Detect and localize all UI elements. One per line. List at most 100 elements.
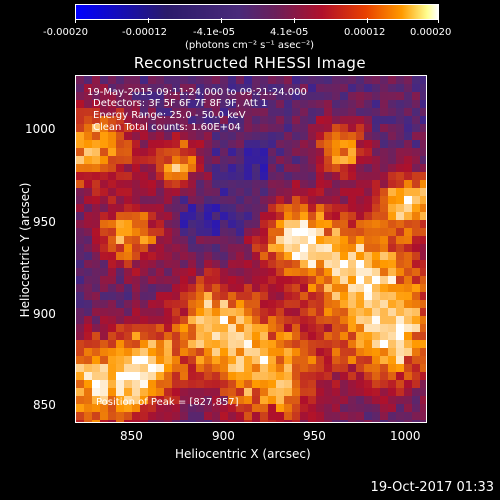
heatmap-cell — [356, 348, 364, 356]
heatmap-cell — [204, 420, 212, 422]
x-tick-label: 950 — [303, 429, 326, 443]
heatmap-cell — [348, 412, 356, 420]
info-time-range: 19-May-2015 09:11:24.000 to 09:21:24.000 — [87, 87, 307, 98]
heatmap-cell — [172, 84, 180, 92]
heatmap-cell — [180, 260, 188, 268]
heatmap-cell — [284, 188, 292, 196]
heatmap-cell — [348, 84, 356, 92]
heatmap-cell — [308, 420, 316, 422]
heatmap-cell — [204, 332, 212, 340]
heatmap-cell — [348, 316, 356, 324]
heatmap-cell — [84, 316, 92, 324]
heatmap-cell — [292, 356, 300, 364]
heatmap-cell — [204, 380, 212, 388]
heatmap-cell — [140, 348, 148, 356]
heatmap-cell — [404, 188, 412, 196]
heatmap-cell — [276, 276, 284, 284]
heatmap-cell — [180, 164, 188, 172]
heatmap-cell — [244, 388, 252, 396]
heatmap-cell — [228, 292, 236, 300]
heatmap-cell — [300, 420, 308, 422]
heatmap-cell — [172, 292, 180, 300]
heatmap-cell — [276, 356, 284, 364]
heatmap-cell — [396, 148, 404, 156]
info-peak-position: Position of Peak = [827,857] — [96, 397, 239, 408]
heatmap-cell — [132, 212, 140, 220]
heatmap-cell — [180, 244, 188, 252]
heatmap-cell — [332, 228, 340, 236]
heatmap-cell — [292, 108, 300, 116]
y-tick-label: 850 — [33, 398, 56, 412]
heatmap-cell — [404, 252, 412, 260]
heatmap-cell — [292, 412, 300, 420]
heatmap-cell — [164, 412, 172, 420]
heatmap-cell — [236, 108, 244, 116]
colorbar — [75, 4, 439, 20]
heatmap-cell — [420, 76, 426, 84]
heatmap-cell — [244, 396, 252, 404]
heatmap-cell — [332, 220, 340, 228]
colorbar-tick-label: -0.00020 — [43, 27, 88, 38]
heatmap-cell — [188, 196, 196, 204]
heatmap-cell — [300, 92, 308, 100]
heatmap-cell — [268, 388, 276, 396]
heatmap-cell — [412, 164, 420, 172]
colorbar-tick — [148, 18, 149, 23]
heatmap-cell — [84, 228, 92, 236]
heatmap-cell — [268, 372, 276, 380]
heatmap-cell — [420, 220, 426, 228]
heatmap-cell — [420, 276, 426, 284]
heatmap-cell — [268, 348, 276, 356]
heatmap-cell — [108, 100, 116, 108]
heatmap-cell — [300, 284, 308, 292]
heatmap-cell — [356, 220, 364, 228]
heatmap-cell — [396, 356, 404, 364]
heatmap-cell — [284, 316, 292, 324]
heatmap-cell — [140, 180, 148, 188]
heatmap-cell — [188, 188, 196, 196]
heatmap-cell — [164, 76, 172, 84]
heatmap-cell — [116, 284, 124, 292]
heatmap-cell — [332, 100, 340, 108]
heatmap-cell — [236, 340, 244, 348]
heatmap-cell — [364, 404, 372, 412]
heatmap-cell — [164, 196, 172, 204]
heatmap-cell — [260, 148, 268, 156]
heatmap-cell — [172, 356, 180, 364]
heatmap-cell — [124, 284, 132, 292]
heatmap-cell — [308, 364, 316, 372]
heatmap-cell — [284, 420, 292, 422]
heatmap-cell — [388, 324, 396, 332]
heatmap-cell — [276, 316, 284, 324]
heatmap-cell — [124, 356, 132, 364]
heatmap-cell — [100, 188, 108, 196]
heatmap-cell — [356, 292, 364, 300]
heatmap-cell — [140, 244, 148, 252]
heatmap-cell — [252, 84, 260, 92]
heatmap-cell — [220, 340, 228, 348]
heatmap-cell — [204, 84, 212, 92]
heatmap-cell — [156, 364, 164, 372]
heatmap-cell — [164, 404, 172, 412]
heatmap-cell — [308, 300, 316, 308]
heatmap-cell — [180, 308, 188, 316]
heatmap-cell — [76, 212, 84, 220]
heatmap-cell — [156, 260, 164, 268]
heatmap-cell — [188, 156, 196, 164]
heatmap-cell — [148, 92, 156, 100]
heatmap-cell — [284, 396, 292, 404]
heatmap-cell — [252, 228, 260, 236]
heatmap-cell — [260, 308, 268, 316]
heatmap-cell — [324, 380, 332, 388]
heatmap-cell — [84, 252, 92, 260]
heatmap-cell — [124, 252, 132, 260]
heatmap-cell — [412, 108, 420, 116]
heatmap-cell — [156, 220, 164, 228]
y-tick-label: 900 — [33, 307, 56, 321]
heatmap-cell — [164, 324, 172, 332]
heatmap-cell — [236, 228, 244, 236]
heatmap-cell — [172, 332, 180, 340]
heatmap-cell — [140, 364, 148, 372]
heatmap-cell — [140, 284, 148, 292]
heatmap-cell — [84, 164, 92, 172]
